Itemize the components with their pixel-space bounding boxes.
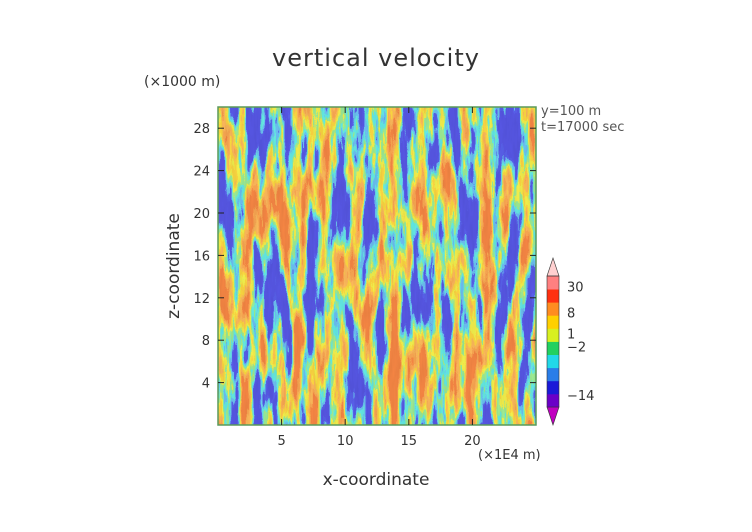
colorbar-swatch — [547, 302, 559, 316]
colorbar-swatch — [547, 328, 559, 342]
annotation-time: t=17000 sec — [541, 120, 625, 135]
x-axis-units: (×1E4 m) — [478, 448, 541, 463]
x-tick-label: 5 — [277, 434, 285, 449]
chart-title: vertical velocity — [272, 44, 480, 72]
y-axis-units: (×1000 m) — [144, 74, 221, 90]
x-tick-label: 20 — [464, 434, 481, 449]
colorbar-frame — [546, 275, 560, 408]
y-tick-label: 4 — [202, 377, 210, 392]
colorbar-max-triangle — [546, 257, 560, 277]
plot-frame — [217, 106, 537, 426]
y-tick-label: 28 — [193, 122, 210, 137]
x-axis-label: x-coordinate — [322, 470, 430, 490]
colorbar-min-triangle — [546, 406, 560, 426]
x-tick-label: 15 — [401, 434, 418, 449]
colorbar: −14 −21 8 30 — [546, 257, 594, 426]
colorbar-swatch — [547, 354, 559, 369]
colorbar-label: 30 — [567, 280, 584, 295]
plot-area — [218, 107, 536, 425]
y-tick-label: 16 — [193, 249, 210, 264]
colorbar-label: −2 — [567, 341, 586, 356]
colorbar-swatch — [547, 315, 559, 329]
colorbar-swatch — [547, 341, 559, 355]
colorbar-label: 1 — [567, 328, 575, 343]
y-tick-label: 12 — [193, 292, 210, 307]
heatmap-grain — [218, 107, 536, 425]
y-tick-label: 8 — [202, 334, 210, 349]
axes: 5 10 15 20 4 8 12 16 20 24 28 — [193, 106, 537, 449]
colorbar-swatch — [547, 367, 559, 382]
annotation-y: y=100 m — [541, 104, 602, 119]
colorbar-swatch — [547, 380, 559, 395]
y-tick-label: 20 — [193, 207, 210, 222]
y-tick-label: 24 — [193, 165, 210, 180]
colorbar-label: −14 — [567, 389, 594, 404]
colorbar-swatch — [547, 393, 559, 408]
colorbar-label: 8 — [567, 307, 575, 322]
colorbar-swatch — [547, 289, 559, 303]
x-tick-label: 10 — [337, 434, 354, 449]
colorbar-swatch — [547, 276, 559, 290]
